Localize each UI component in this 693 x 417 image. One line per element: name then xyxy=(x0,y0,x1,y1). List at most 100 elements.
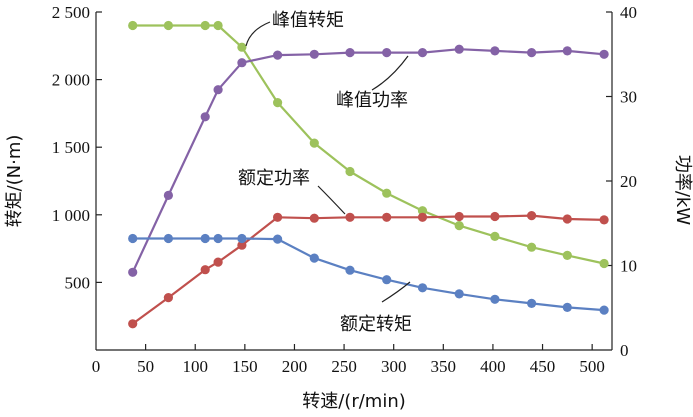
series-point-0 xyxy=(599,258,609,269)
x-axis-label: 转速/(r/min) xyxy=(302,391,406,412)
series-point-1 xyxy=(454,44,464,54)
y-axis-right-label: 功率/kW xyxy=(672,155,693,225)
series-point-2 xyxy=(454,211,464,222)
series-point-1 xyxy=(200,112,210,122)
series-point-3 xyxy=(454,289,464,299)
series-point-0 xyxy=(345,166,355,177)
series-point-2 xyxy=(562,214,572,224)
y-left-tick-label: 500 xyxy=(65,273,91,292)
axes xyxy=(95,12,613,351)
series-point-0 xyxy=(200,20,210,31)
y-left-ticks: 500 1 000 1 500 2 000 2 500 xyxy=(52,3,102,292)
series-point-3 xyxy=(309,253,319,263)
series-group xyxy=(128,20,609,329)
series-point-0 xyxy=(128,20,138,31)
y-right-tick-label: 30 xyxy=(620,88,637,107)
y-left-tick-label: 2 500 xyxy=(52,3,90,22)
annotation-rated-torque: 额定转矩 xyxy=(340,314,412,335)
series-point-0 xyxy=(490,231,500,241)
y-right-tick-label: 10 xyxy=(620,257,637,276)
y-left-tick-label: 2 000 xyxy=(52,71,90,90)
series-point-3 xyxy=(527,298,537,308)
series-point-0 xyxy=(163,20,173,31)
series-point-3 xyxy=(273,234,283,244)
series-point-3 xyxy=(345,265,355,275)
series-point-1 xyxy=(163,190,173,200)
series-point-0 xyxy=(527,242,537,252)
series-point-3 xyxy=(599,305,609,315)
series-point-2 xyxy=(309,213,319,223)
x-tick-label: 0 xyxy=(92,357,101,376)
series-point-1 xyxy=(417,48,428,58)
series-point-0 xyxy=(382,188,392,198)
series-point-3 xyxy=(237,233,247,244)
y-right-tick-label: 0 xyxy=(620,341,629,360)
x-tick-label: 50 xyxy=(137,357,154,376)
y-right-tick-label: 40 xyxy=(620,3,637,22)
series-line-0 xyxy=(132,24,605,265)
series-point-0 xyxy=(454,221,464,231)
series-point-3 xyxy=(382,275,392,285)
series-point-1 xyxy=(237,58,247,68)
annotation-peak-power: 峰值功率 xyxy=(336,90,408,111)
series-point-1 xyxy=(345,48,355,58)
annotation-peak-torque: 峰值转矩 xyxy=(272,10,344,31)
annotations: 峰值转矩 峰值功率 额定功率 额定转矩 xyxy=(238,10,412,335)
series-point-0 xyxy=(213,20,223,31)
series-point-1 xyxy=(273,50,283,60)
y-right-tick-label: 20 xyxy=(620,172,637,191)
series-point-2 xyxy=(599,215,609,225)
x-tick-label: 250 xyxy=(331,357,357,376)
series-point-2 xyxy=(213,257,223,267)
series-point-0 xyxy=(309,138,319,148)
y-right-ticks: 0 10 20 30 40 xyxy=(606,3,637,360)
series-point-2 xyxy=(200,265,210,275)
x-tick-label: 300 xyxy=(381,357,407,376)
annotation-leader-rated-torque xyxy=(381,281,411,303)
y-left-tick-label: 1 500 xyxy=(52,138,90,157)
x-tick-label: 350 xyxy=(431,357,457,376)
series-point-1 xyxy=(213,85,223,95)
series-point-2 xyxy=(417,212,428,222)
series-point-0 xyxy=(237,42,247,52)
series-point-2 xyxy=(382,212,392,222)
annotation-leader-rated-power xyxy=(317,185,346,215)
series-point-0 xyxy=(562,250,572,260)
series-point-3 xyxy=(417,283,428,293)
x-tick-label: 200 xyxy=(282,357,308,376)
series-point-3 xyxy=(562,302,572,312)
series-point-2 xyxy=(345,212,355,222)
x-ticks: 0 50 100 150 200 250 300 350 400 450 500 xyxy=(92,344,605,376)
series-point-3 xyxy=(200,233,210,244)
series-point-2 xyxy=(237,240,247,250)
annotation-leader-peak-torque xyxy=(245,21,271,47)
series-point-3 xyxy=(213,233,223,244)
series-point-2 xyxy=(163,293,173,303)
series-point-1 xyxy=(128,267,138,277)
annotation-rated-power: 额定功率 xyxy=(238,168,310,189)
annotation-leader-peak-power xyxy=(371,55,409,91)
series-point-2 xyxy=(527,211,537,221)
x-tick-label: 500 xyxy=(579,357,605,376)
y-axis-left-label: 转矩/(N·m) xyxy=(4,135,25,228)
series-point-2 xyxy=(128,319,138,329)
series-point-3 xyxy=(490,294,500,304)
series-point-0 xyxy=(273,98,283,108)
series-point-3 xyxy=(163,233,173,244)
series-point-1 xyxy=(599,49,609,59)
x-tick-label: 150 xyxy=(232,357,258,376)
x-tick-label: 400 xyxy=(480,357,506,376)
x-tick-label: 100 xyxy=(182,357,208,376)
series-point-2 xyxy=(490,211,500,222)
series-point-3 xyxy=(128,233,138,244)
series-point-2 xyxy=(273,212,283,222)
series-point-1 xyxy=(562,46,572,56)
y-left-tick-label: 1 000 xyxy=(52,206,90,225)
series-point-1 xyxy=(490,46,500,56)
series-point-1 xyxy=(309,49,319,59)
series-point-1 xyxy=(527,48,537,58)
x-tick-label: 450 xyxy=(530,357,556,376)
series-point-1 xyxy=(382,48,392,58)
series-point-0 xyxy=(417,206,428,216)
